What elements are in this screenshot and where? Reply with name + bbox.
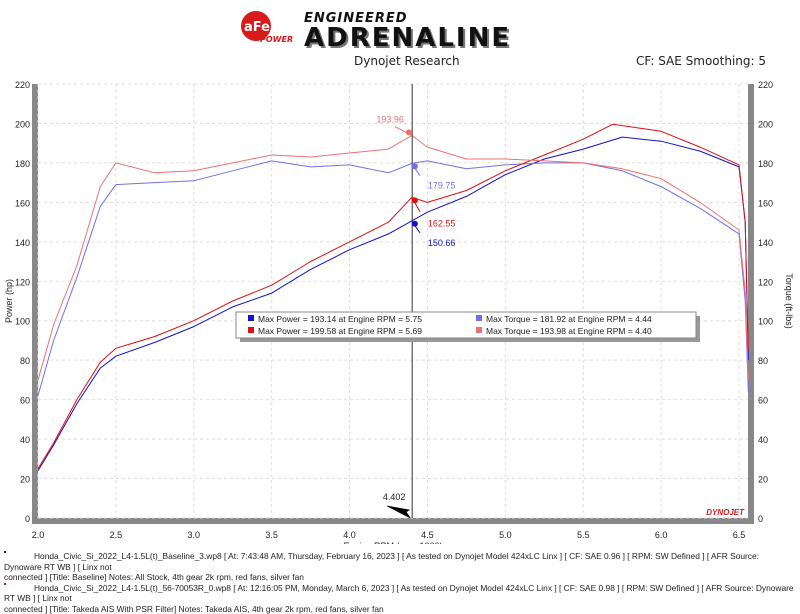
run-notes: Honda_Civic_Si_2022_L4-1.5L(t)_Baseline_… [4, 551, 796, 614]
subtitle: Dynojet Research [354, 54, 460, 68]
x-tick-label: 4.5 [421, 530, 434, 540]
note-1-line2: connected ] [Title: Baseline] Notes: All… [4, 572, 796, 583]
legend-entry: Max Power = 199.58 at Engine RPM = 5.69 [258, 326, 422, 336]
y2-axis-label: Torque (ft-lbs) [784, 273, 794, 329]
y-tick-label: 40 [20, 435, 30, 445]
legend-entry: Max Torque = 193.98 at Engine RPM = 4.40 [486, 326, 652, 336]
y-tick-label: 100 [15, 317, 30, 327]
y2-tick-label: 160 [758, 198, 773, 208]
y2-tick-label: 180 [758, 159, 773, 169]
x-tick-label: 6.5 [733, 530, 746, 540]
dyno-chart: 0 0 20 20 40 40 60 60 80 80 100 100 120 120 140 140 160 1… [0, 76, 800, 544]
annotation-label: 162.55 [428, 218, 456, 228]
cursor-value: 4.402 [383, 492, 406, 502]
legend-swatch [476, 315, 482, 321]
y-tick-label: 160 [15, 198, 30, 208]
annotation-label: 193.96 [376, 114, 404, 124]
y2-tick-label: 220 [758, 80, 773, 90]
y-tick-label: 180 [15, 159, 30, 169]
annotation-label: 150.66 [428, 238, 456, 248]
y-tick-label: 120 [15, 277, 30, 287]
y-tick-label: 0 [25, 514, 30, 524]
y2-tick-label: 80 [758, 356, 768, 366]
x-tick-label: 6.0 [655, 530, 668, 540]
y-tick-label: 60 [20, 396, 30, 406]
note-2-line2: connected ] [Title: Takeda AIS With PSR … [4, 604, 796, 614]
y2-tick-label: 20 [758, 475, 768, 485]
y2-tick-label: 120 [758, 277, 773, 287]
y-tick-label: 80 [20, 356, 30, 366]
dynojet-watermark: DYNOJET [706, 508, 745, 517]
x-tick-label: 4.0 [343, 530, 356, 540]
run-note-1: Honda_Civic_Si_2022_L4-1.5L(t)_Baseline_… [4, 551, 796, 583]
y2-tick-label: 0 [758, 514, 763, 524]
afe-logo: aFe POWER ENGINEERED ADRENALINE ADRENALI… [238, 6, 568, 48]
x-tick-label: 2.0 [32, 530, 45, 540]
y-axis-label: Power (hp) [4, 279, 14, 323]
x-tick-label: 5.0 [499, 530, 512, 540]
x-axis-label: Engine RPM (rpmx1000) [343, 541, 442, 544]
annotation-arrowhead [412, 221, 418, 227]
legend-swatch [476, 327, 482, 333]
x-tick-label: 2.5 [110, 530, 123, 540]
legend-swatch [248, 327, 254, 333]
y2-tick-label: 140 [758, 238, 773, 248]
note-1-line1: Honda_Civic_Si_2022_L4-1.5L(t)_Baseline_… [4, 551, 759, 572]
y-tick-label: 20 [20, 475, 30, 485]
annotation-arrowhead [412, 197, 418, 203]
legend-swatch [248, 315, 254, 321]
y2-tick-label: 60 [758, 396, 768, 406]
legend-entry: Max Power = 193.14 at Engine RPM = 5.75 [258, 314, 422, 324]
legend-entry: Max Torque = 181.92 at Engine RPM = 4.44 [486, 314, 652, 324]
y2-tick-label: 200 [758, 119, 773, 129]
y-tick-label: 140 [15, 238, 30, 248]
annotation-arrowhead [406, 129, 412, 135]
cf-info: CF: SAE Smoothing: 5 [636, 54, 766, 68]
svg-text:aFe: aFe [244, 20, 270, 35]
plot-area [38, 84, 748, 518]
run1-marker [4, 551, 6, 553]
annotation-arrowhead [412, 163, 418, 169]
svg-text:POWER: POWER [260, 35, 293, 44]
y-tick-label: 220 [15, 80, 30, 90]
svg-text:ADRENALINE: ADRENALINE [304, 23, 511, 48]
y2-tick-label: 100 [758, 317, 773, 327]
y-tick-label: 200 [15, 119, 30, 129]
run-note-2: Honda_Civic_Si_2022_L4-1.5L(t)_56-70053R… [4, 583, 796, 614]
run2-marker [4, 583, 6, 585]
annotation-label: 179.75 [428, 180, 456, 190]
x-tick-label: 3.5 [265, 530, 278, 540]
y2-tick-label: 40 [758, 435, 768, 445]
x-tick-label: 3.0 [188, 530, 201, 540]
x-tick-label: 5.5 [577, 530, 590, 540]
